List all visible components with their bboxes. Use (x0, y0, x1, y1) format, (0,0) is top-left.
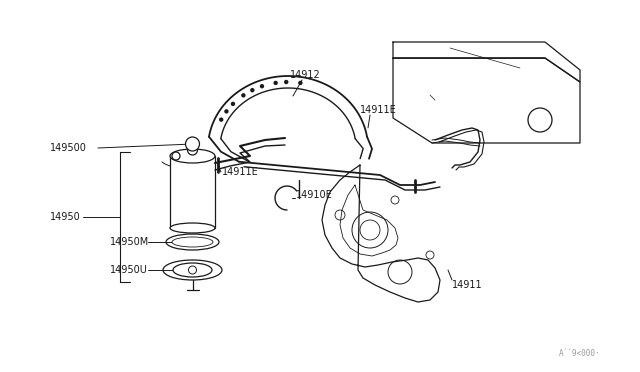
Ellipse shape (170, 149, 215, 163)
Polygon shape (322, 165, 440, 302)
Text: 14911E: 14911E (222, 167, 259, 177)
Text: 14911: 14911 (452, 280, 483, 290)
Circle shape (224, 109, 228, 113)
Text: A´´9<000·: A´´9<000· (558, 349, 600, 358)
Text: 14910E: 14910E (296, 190, 333, 200)
Ellipse shape (170, 223, 215, 233)
Circle shape (188, 145, 198, 155)
Ellipse shape (166, 234, 219, 250)
Circle shape (219, 118, 223, 122)
Text: 14950U: 14950U (110, 265, 148, 275)
Ellipse shape (163, 260, 222, 280)
Circle shape (241, 93, 246, 97)
Text: 14950: 14950 (50, 212, 81, 222)
Circle shape (189, 266, 196, 274)
Circle shape (172, 152, 180, 160)
Text: 14950M: 14950M (110, 237, 149, 247)
Text: 14911E: 14911E (360, 105, 397, 115)
Circle shape (273, 81, 278, 85)
Circle shape (284, 80, 289, 84)
Circle shape (298, 81, 303, 85)
Circle shape (186, 137, 200, 151)
Bar (170, 156, 215, 228)
Polygon shape (393, 58, 580, 143)
Text: 14912: 14912 (290, 70, 321, 80)
Ellipse shape (173, 263, 212, 277)
Circle shape (231, 102, 235, 106)
Text: 149500: 149500 (50, 143, 87, 153)
Circle shape (250, 88, 255, 92)
Circle shape (260, 84, 264, 89)
Ellipse shape (172, 237, 213, 247)
Polygon shape (393, 42, 580, 82)
